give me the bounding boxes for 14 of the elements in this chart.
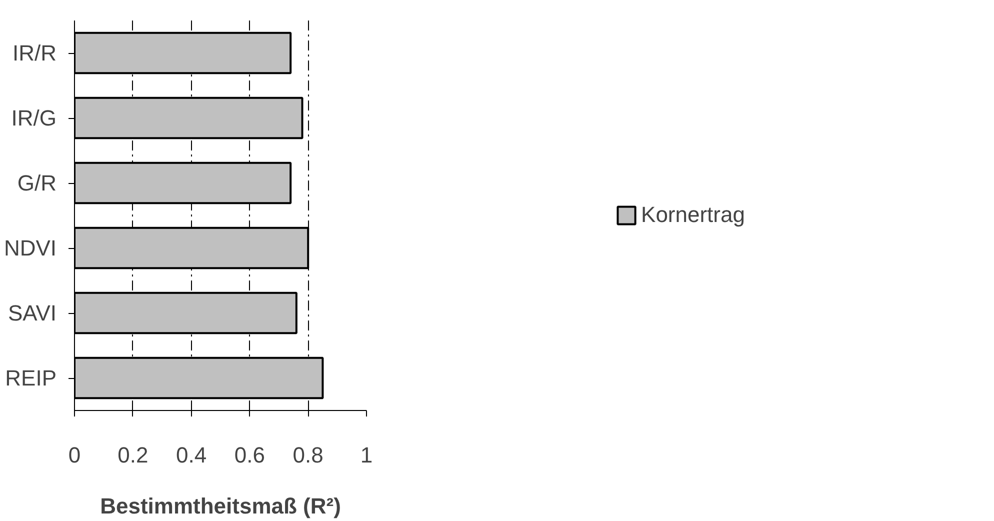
y-tick-label: IR/R (12, 40, 56, 66)
y-tick-label: SAVI (8, 300, 57, 326)
y-tick-label: REIP (5, 366, 57, 390)
x-tick-label: 0 (68, 442, 81, 468)
y-tick-label: IR/G (11, 106, 57, 130)
y-tick-label: NDVI (4, 236, 56, 260)
x-tick-label: 0.4 (176, 442, 207, 468)
legend-label: Kornertrag (641, 202, 745, 228)
x-tick-label: 0.2 (118, 442, 148, 468)
x-tick-label: 0.6 (234, 442, 265, 468)
x-tick-label: 1 (360, 442, 373, 468)
x-axis-title: Bestimmtheitsmaß (R²) (100, 494, 341, 518)
y-tick-label: G/R (17, 170, 57, 196)
x-tick-label: 0.8 (292, 442, 324, 468)
